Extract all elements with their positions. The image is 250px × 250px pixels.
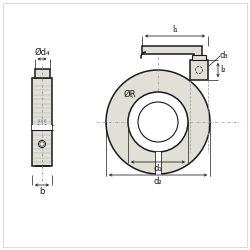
Text: b: b <box>39 187 45 196</box>
Text: Ød₄: Ød₄ <box>34 48 50 57</box>
Polygon shape <box>32 78 52 166</box>
Text: l₁: l₁ <box>172 25 178 34</box>
Text: l₂: l₂ <box>220 66 226 74</box>
Text: d₃: d₃ <box>220 52 228 60</box>
Polygon shape <box>156 152 160 175</box>
Polygon shape <box>190 60 208 80</box>
Polygon shape <box>192 55 206 60</box>
Text: d₁: d₁ <box>154 164 162 173</box>
Polygon shape <box>34 69 50 78</box>
Polygon shape <box>32 124 52 130</box>
Text: d₂: d₂ <box>154 177 162 186</box>
Circle shape <box>38 140 46 147</box>
Polygon shape <box>142 46 202 60</box>
Text: ØR: ØR <box>124 90 136 98</box>
Circle shape <box>106 70 210 174</box>
Circle shape <box>128 92 188 152</box>
Circle shape <box>138 102 178 142</box>
